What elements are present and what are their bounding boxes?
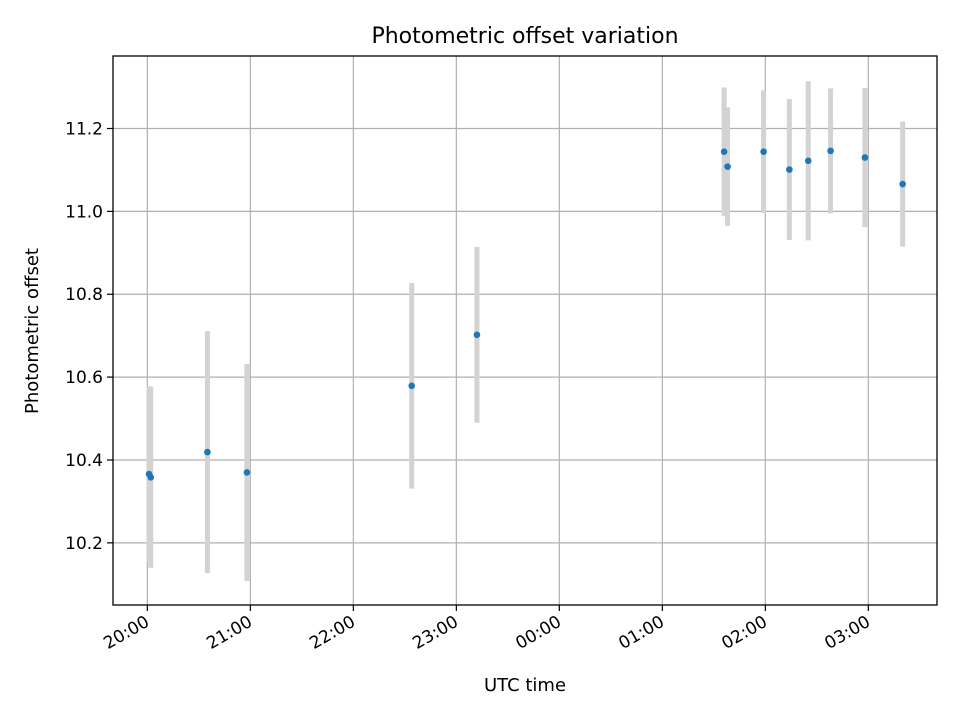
data-point bbox=[720, 148, 728, 156]
data-point bbox=[861, 154, 869, 161]
data-points bbox=[145, 147, 906, 481]
y-axis-title: Photometric offset bbox=[22, 248, 43, 414]
data-point bbox=[760, 148, 767, 156]
y-tick-label: 11.2 bbox=[65, 120, 103, 140]
x-axis-title: UTC time bbox=[484, 675, 566, 696]
data-point bbox=[724, 163, 731, 170]
data-point bbox=[899, 180, 906, 188]
data-point bbox=[204, 448, 211, 456]
chart-title: Photometric offset variation bbox=[371, 24, 678, 49]
data-point bbox=[804, 157, 812, 165]
plot-frame bbox=[112, 55, 938, 606]
y-axis-ticks: 10.2 10.4 10.6 10.8 11.0 11.2 bbox=[65, 120, 113, 554]
y-tick-label: 10.2 bbox=[65, 534, 103, 554]
data-point bbox=[408, 382, 416, 390]
data-point bbox=[147, 474, 155, 481]
data-point bbox=[786, 166, 793, 173]
data-point bbox=[243, 469, 251, 476]
y-tick-label: 10.4 bbox=[65, 451, 103, 471]
y-tick-label: 10.8 bbox=[65, 285, 103, 305]
y-tick-label: 10.6 bbox=[65, 368, 103, 388]
data-point bbox=[473, 331, 481, 339]
data-point bbox=[827, 147, 834, 155]
y-tick-label: 11.0 bbox=[65, 202, 103, 222]
grid bbox=[113, 56, 937, 605]
